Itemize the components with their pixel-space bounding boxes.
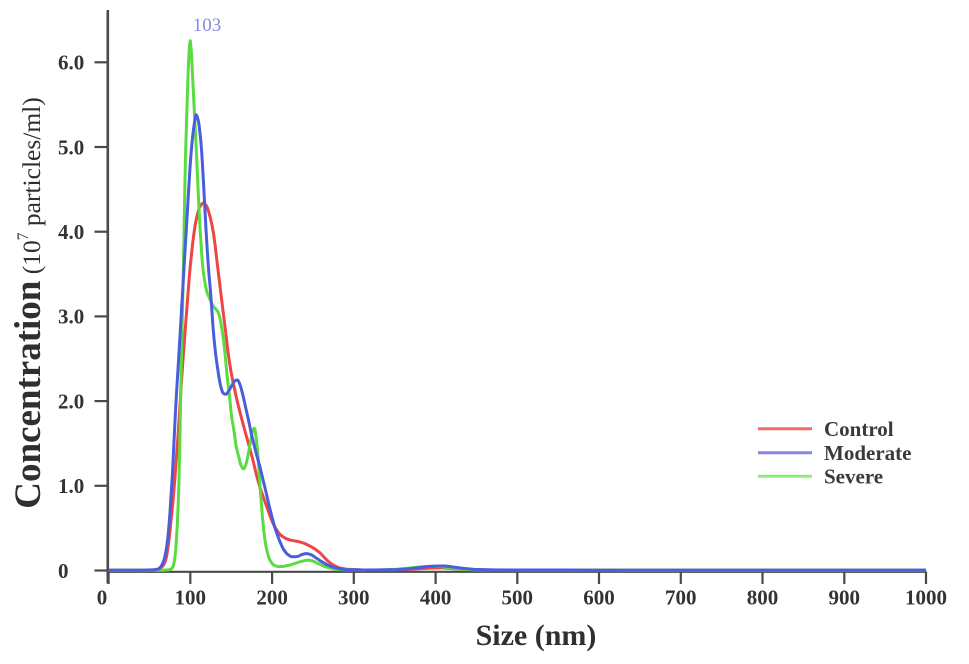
svg-text:Control: Control	[824, 417, 894, 441]
svg-text:3.0: 3.0	[58, 305, 84, 329]
svg-text:2.0: 2.0	[58, 389, 84, 413]
svg-text:Moderate: Moderate	[824, 441, 911, 465]
svg-text:5.0: 5.0	[58, 135, 84, 159]
svg-text:800: 800	[747, 586, 779, 610]
svg-text:700: 700	[665, 586, 697, 610]
svg-text:500: 500	[502, 586, 534, 610]
svg-text:0: 0	[97, 586, 108, 610]
svg-text:Size (nm): Size (nm)	[476, 619, 597, 652]
svg-text:300: 300	[338, 586, 370, 610]
svg-text:600: 600	[583, 586, 615, 610]
svg-text:1.0: 1.0	[58, 474, 84, 498]
svg-text:Concentration (107 particles/m: Concentration (107 particles/ml)	[8, 97, 49, 509]
svg-text:400: 400	[420, 586, 452, 610]
svg-text:200: 200	[256, 586, 288, 610]
svg-text:6.0: 6.0	[58, 51, 84, 75]
svg-text:100: 100	[175, 586, 207, 610]
svg-text:1000: 1000	[905, 586, 947, 610]
svg-text:4.0: 4.0	[58, 220, 84, 244]
svg-text:0: 0	[58, 559, 69, 583]
svg-text:103: 103	[193, 15, 222, 36]
svg-text:900: 900	[829, 586, 861, 610]
svg-text:Severe: Severe	[824, 465, 883, 489]
